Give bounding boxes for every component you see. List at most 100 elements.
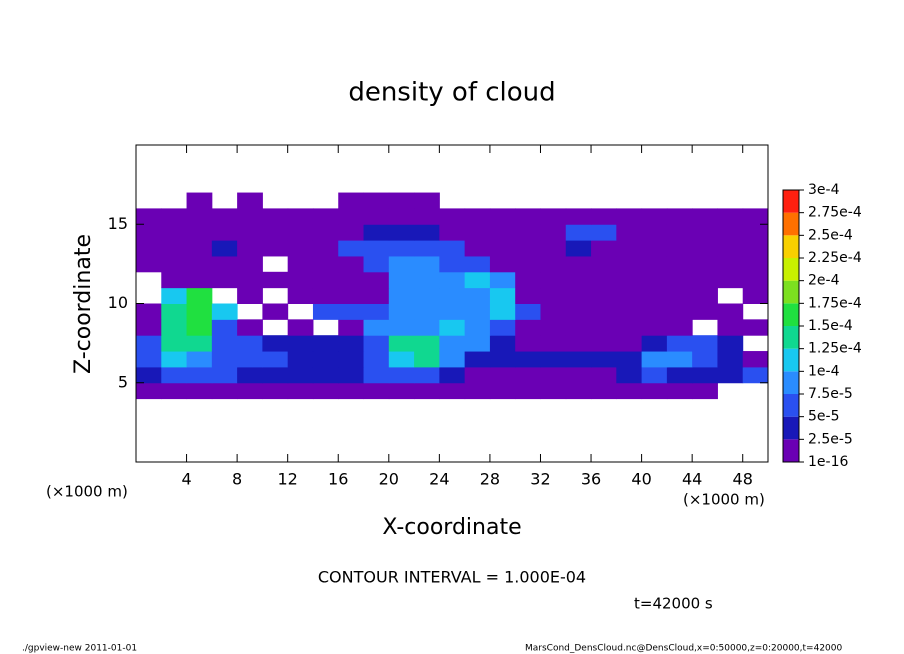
cell — [464, 351, 491, 368]
cell — [666, 255, 693, 273]
cell — [692, 208, 718, 225]
cell — [540, 319, 567, 336]
cell — [591, 224, 617, 241]
cell — [388, 351, 415, 368]
cell — [312, 382, 339, 400]
cell — [565, 271, 592, 289]
cell — [489, 287, 516, 304]
cell — [414, 335, 440, 352]
cell — [616, 287, 643, 304]
cell — [388, 240, 415, 257]
cell — [287, 240, 314, 257]
cell — [515, 335, 541, 352]
cell — [237, 224, 263, 241]
cell — [388, 192, 415, 209]
time-label: t=42000 s — [634, 595, 713, 613]
cell — [641, 271, 668, 289]
colorbar-label: 7.5e-5 — [808, 386, 853, 402]
cell — [186, 335, 213, 352]
colorbar-label: 1.5e-4 — [808, 318, 853, 334]
cell — [464, 240, 491, 257]
contour-interval: CONTOUR INTERVAL = 1.000E-04 — [318, 568, 586, 587]
cell — [489, 208, 516, 225]
cell — [161, 366, 188, 384]
cell — [262, 224, 289, 241]
cell — [489, 303, 516, 320]
cell — [641, 303, 668, 320]
cell — [515, 208, 541, 225]
cell — [666, 366, 693, 384]
cell — [338, 303, 365, 320]
cell — [338, 271, 365, 289]
footer-right: MarsCond_DensCloud.nc@DensCloud,x=0:5000… — [525, 644, 842, 654]
x-tick-label: 28 — [480, 470, 500, 489]
cell — [211, 351, 238, 368]
cell — [136, 382, 162, 400]
cell — [237, 335, 263, 352]
cell — [287, 224, 314, 241]
cell — [338, 224, 365, 241]
cell — [742, 224, 769, 241]
cell — [591, 271, 617, 289]
cell — [489, 271, 516, 289]
colorbar-segment — [783, 212, 799, 236]
cell — [742, 208, 769, 225]
cell — [211, 208, 238, 225]
cell — [287, 287, 314, 304]
cell — [515, 303, 541, 320]
cell — [414, 255, 440, 273]
cell — [641, 240, 668, 257]
cell — [591, 255, 617, 273]
cell — [211, 335, 238, 352]
cell — [692, 287, 718, 304]
cell — [742, 271, 769, 289]
cell — [262, 303, 289, 320]
cell — [237, 287, 263, 304]
cell — [338, 287, 365, 304]
colorbar-segment — [783, 190, 799, 213]
cell — [262, 335, 289, 352]
cell — [237, 271, 263, 289]
cell — [616, 366, 643, 384]
cell — [439, 303, 466, 320]
cell — [641, 224, 668, 241]
cell — [414, 319, 440, 336]
cell — [414, 240, 440, 257]
cell — [237, 192, 263, 209]
cell — [363, 224, 390, 241]
cell — [186, 303, 213, 320]
cell — [540, 208, 567, 225]
cell — [312, 287, 339, 304]
cell — [666, 319, 693, 336]
cell — [388, 224, 415, 241]
cell — [338, 319, 365, 336]
cell — [186, 208, 213, 225]
cell — [439, 240, 466, 257]
cell — [565, 208, 592, 225]
cell — [540, 240, 567, 257]
cell — [237, 208, 263, 225]
cell — [591, 335, 617, 352]
cell — [338, 192, 365, 209]
cell — [591, 303, 617, 320]
cell — [616, 224, 643, 241]
cell — [388, 287, 415, 304]
cell — [439, 255, 466, 273]
cell — [742, 287, 769, 304]
cell — [717, 366, 744, 384]
cell — [489, 255, 516, 273]
cell — [515, 382, 541, 400]
cell — [439, 224, 466, 241]
cell — [591, 208, 617, 225]
cell — [540, 271, 567, 289]
cell — [161, 287, 188, 304]
cell — [717, 271, 744, 289]
cell — [287, 319, 314, 336]
cell — [540, 255, 567, 273]
cell — [439, 382, 466, 400]
y-axis-label: Z-coordinate — [71, 234, 96, 374]
cell — [565, 382, 592, 400]
cell — [363, 366, 390, 384]
cell — [287, 382, 314, 400]
cell — [136, 224, 162, 241]
